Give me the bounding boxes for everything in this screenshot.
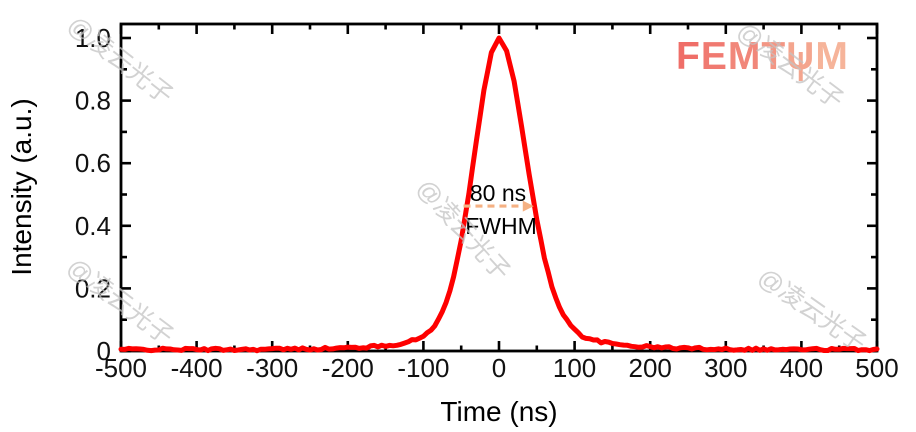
- x-tick-label: 0: [492, 353, 506, 383]
- y-tick-label: 0.8: [75, 86, 111, 116]
- x-tick-label: 400: [780, 353, 823, 383]
- x-tick-label: -300: [246, 353, 298, 383]
- y-tick-label: 0: [97, 336, 111, 366]
- logo-letter: T: [761, 35, 787, 78]
- y-axis-title: Intensity (a.u.): [6, 98, 37, 276]
- x-tick-label: 300: [704, 353, 747, 383]
- femtum-logo: FEMTUM: [676, 35, 849, 78]
- x-tick-label: -200: [322, 353, 374, 383]
- logo-letter: F: [676, 35, 701, 78]
- x-tick-label: 500: [855, 353, 898, 383]
- x-axis-title: Time (ns): [440, 396, 558, 427]
- x-tick-label: -100: [397, 353, 449, 383]
- fwhm-arrow-head: [522, 200, 534, 212]
- fwhm-caption-label: FWHM: [465, 213, 537, 239]
- logo-letter: M: [727, 35, 762, 78]
- y-tick-label: 0.2: [75, 273, 111, 303]
- x-tick-label: -400: [171, 353, 223, 383]
- logo-letter: E: [700, 35, 728, 78]
- fwhm-value-label: 80 ns: [469, 180, 527, 206]
- pulse-trace-line: [118, 35, 880, 354]
- x-tick-label: -500: [95, 353, 147, 383]
- logo-letter: U: [786, 35, 816, 78]
- y-tick-label: 0.4: [75, 211, 111, 241]
- x-tick-label: 200: [629, 353, 672, 383]
- plot-frame: [119, 22, 879, 353]
- y-tick-label: 0.6: [75, 148, 111, 178]
- logo-letter: M: [815, 35, 849, 78]
- x-tick-label: 100: [553, 353, 596, 383]
- y-tick-label: 1.0: [75, 23, 111, 53]
